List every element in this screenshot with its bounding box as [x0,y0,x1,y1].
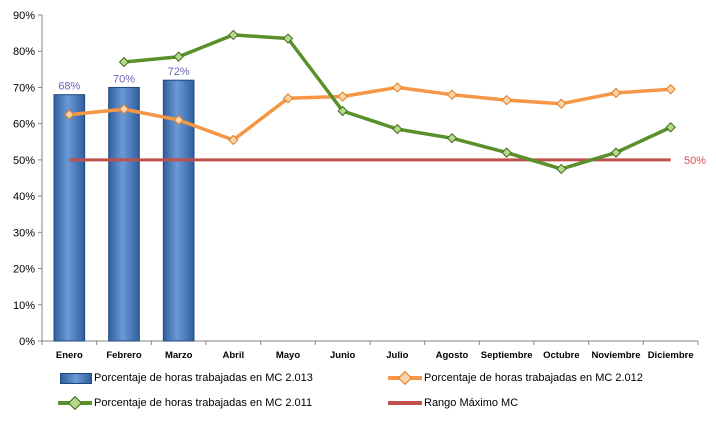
legend: Porcentaje de horas trabajadas en MC 2.0… [58,370,708,420]
rango-end-label: 50% [684,155,706,167]
bar [53,94,86,342]
x-tick-label: Enero [56,350,83,361]
y-tick-label: 70% [13,82,35,94]
series-marker [64,109,75,120]
series-marker [337,105,348,117]
series-marker [282,33,294,44]
series-marker [501,94,512,106]
series-marker [337,91,348,102]
series-line [123,33,672,171]
x-tick-label: Marzo [165,350,193,361]
y-tick-label: 0% [19,336,35,348]
legend-item-2013: Porcentaje de horas trabajadas en MC 2.0… [58,370,313,386]
x-tick-label: Junio [330,350,356,361]
series-marker [556,163,567,175]
legend-swatch-green-line [58,395,92,411]
y-tick-label: 50% [13,155,35,167]
y-tick-label: 40% [13,191,35,203]
bars-layer [53,79,195,342]
bar [108,86,140,342]
series-marker [228,29,239,41]
legend-swatch-red-line [388,395,422,411]
series-marker [118,103,130,115]
series-marker [501,147,512,158]
legend-label: Porcentaje de horas trabajadas en MC 2.0… [94,372,313,384]
series-marker [173,114,184,126]
legend-swatch-bar [58,370,92,386]
bar-data-label: 68% [58,81,80,93]
y-tick-label: 10% [13,300,35,312]
x-tick-label: Agosto [436,350,469,361]
x-tick-label: Abril [223,350,245,361]
y-tick-label: 80% [13,46,35,58]
legend-swatch-orange-line [388,370,422,386]
series-marker [665,84,676,95]
axes: 0% 10% 20% 30% 40% 50% 60% 70% 80% 90% Enero Febrer… [13,10,699,361]
series-marker [556,98,567,109]
bar-data-label: 72% [168,66,190,78]
series-marker [610,87,622,99]
series-marker [446,132,458,144]
legend-label: Porcentaje de horas trabajadas en MC 2.0… [424,372,643,384]
y-tick-label: 20% [13,264,35,276]
legend-item-2011: Porcentaje de horas trabajadas en MC 2.0… [58,395,312,411]
series-line [69,85,671,142]
legend-label: Rango Máximo MC [424,397,519,409]
series-marker [392,82,403,93]
lines-layer [64,29,676,175]
x-tick-label: Noviembre [591,350,640,361]
series-marker [282,93,294,104]
y-tick-label: 60% [13,119,35,131]
legend-label: Porcentaje de horas trabajadas en MC 2.0… [94,397,313,409]
series-marker [665,122,676,133]
x-tick-label: Octubre [543,350,579,361]
bar-data-label: 70% [113,73,135,85]
x-tick-label: Febrero [106,350,142,361]
x-tick-label: Julio [386,350,408,361]
y-tick-label: 30% [13,227,35,239]
y-tick-label: 90% [13,10,35,22]
legend-item-rango: Rango Máximo MC [388,395,518,411]
series-marker [446,89,458,100]
legend-item-2012: Porcentaje de horas trabajadas en MC 2.0… [388,370,643,386]
series-marker [173,51,184,62]
series-marker [392,123,403,135]
x-tick-label: Septiembre [481,350,533,361]
series-marker [118,56,130,68]
series-marker [610,147,622,158]
x-tick-label: Mayo [276,350,300,361]
labels-layer: 68% 70% 72% 50% [58,66,706,167]
x-tick-label: Diciembre [648,350,694,361]
series-marker [228,134,239,146]
